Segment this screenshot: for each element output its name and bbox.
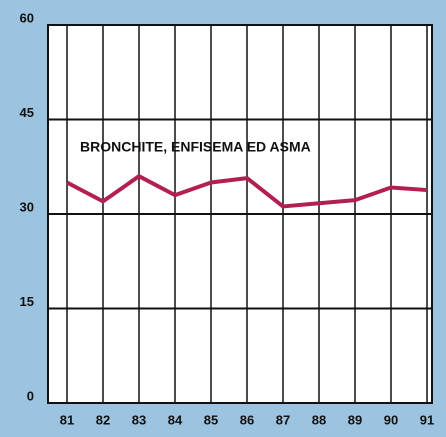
y-tick-label: 0 [27, 388, 34, 403]
x-tick-label: 83 [132, 412, 146, 427]
y-tick-label: 15 [20, 294, 34, 309]
x-tick-label: 87 [276, 412, 290, 427]
x-tick-label: 81 [60, 412, 74, 427]
x-tick-label: 82 [96, 412, 110, 427]
x-tick-label: 91 [420, 412, 434, 427]
y-tick-label: 45 [20, 105, 34, 120]
x-tick-label: 86 [240, 412, 254, 427]
x-tick-label: 89 [348, 412, 362, 427]
series-label: BRONCHITE, ENFISEMA ED ASMA [80, 139, 311, 155]
line-series [66, 174, 428, 209]
x-tick-label: 85 [204, 412, 218, 427]
x-tick-label: 90 [384, 412, 398, 427]
x-tick-label: 84 [168, 412, 183, 427]
y-tick-label: 60 [20, 10, 34, 25]
y-tick-label: 30 [20, 199, 34, 214]
x-tick-label: 88 [312, 412, 326, 427]
